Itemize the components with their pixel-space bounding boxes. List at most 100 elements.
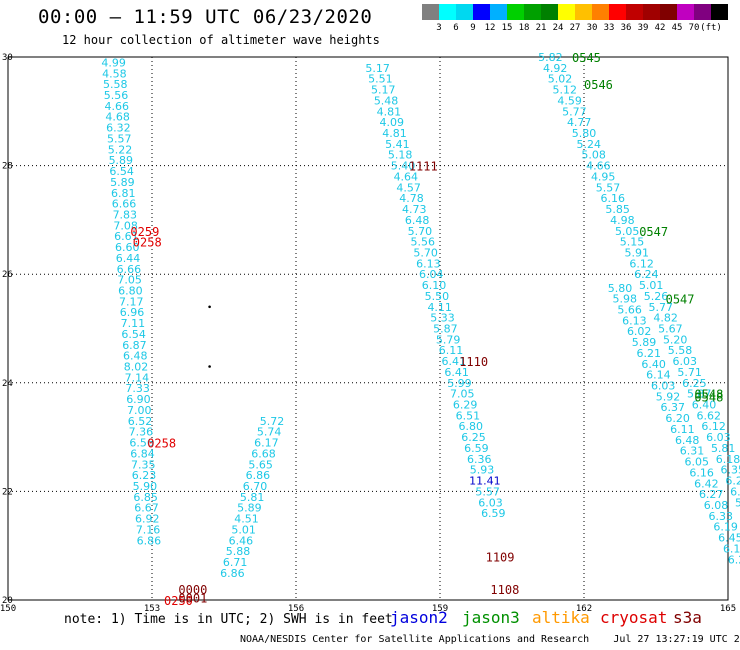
wave-height-value: 5.48 [374,94,399,107]
wave-height-value: 6.25 [461,431,486,444]
wave-height-value: 5.89 [110,176,135,189]
time-label: 0259 [130,225,159,239]
wave-height-value: 5.77 [562,105,587,118]
wave-height-value: 6.03 [673,355,698,368]
wave-height-value: 6.54 [109,165,134,178]
scale-label: 9 [470,23,476,33]
scale-label: 70 [688,23,700,33]
wave-height-value: 4.11 [427,301,452,314]
wave-height-value: 7.33 [125,382,150,395]
wave-height-value: 6.60 [115,241,140,254]
wave-height-value: 7.83 [113,208,138,221]
wave-height-value: 4.09 [379,116,404,129]
wave-height-value: 5.58 [103,78,128,91]
wave-height-value: 5.70 [413,246,438,259]
wave-height-value: 5.81 [240,491,265,504]
wave-height-value: 6.10 [422,279,447,292]
legend-jason3: jason3 [462,608,520,627]
scale-swatch [575,4,592,20]
wave-height-value: 4.99 [101,56,126,69]
chart-title: 00:00 – 11:59 UTC 06/23/2020 [38,6,373,28]
wave-height-value: 4.81 [382,127,407,140]
wave-height-value: 5.71 [677,366,702,379]
wave-height-value: 6.03 [478,496,503,509]
wave-height-value: 6.12 [629,257,654,270]
wave-height-value: 6.31 [680,445,705,458]
y-tick-label: 24 [2,379,13,389]
wave-height-value: 5.87 [687,388,712,401]
wave-height-value: 6.61 [114,230,139,243]
data-point [208,365,211,368]
wave-height-value: 5.58 [668,344,693,357]
scale-swatch [490,4,507,20]
wave-height-value: 5.24 [577,138,602,151]
wave-height-value: 6.59 [481,507,506,520]
wave-height-value: 6.22 [725,475,740,488]
scale-label: 3 [436,23,442,33]
wave-height-value: 4.51 [234,513,259,526]
wave-height-value: 6.33 [709,510,734,523]
wave-height-value: 6.70 [243,480,268,493]
scale-label: 30 [586,23,598,33]
scale-swatch [456,4,473,20]
wave-height-value: 5.56 [411,236,436,249]
wave-height-value: 6.27 [699,488,724,501]
y-tick-label: 20 [2,596,13,606]
wave-height-value: 5.77 [649,301,674,314]
legend-jason2: jason2 [390,608,448,627]
wave-height-value: 7.05 [450,388,475,401]
wave-height-value: 6.59 [464,442,489,455]
y-tick-label: 22 [2,487,13,497]
wave-height-value: 4.64 [394,170,419,183]
scale-label: 36 [620,23,632,33]
time-label: 1111 [409,160,438,174]
wave-height-value: 6.20 [665,412,690,425]
footer-credit: NOAA/NESDIS Center for Satellite Applica… [240,634,740,645]
wave-height-value: 6.21 [637,347,662,360]
y-tick-label: 26 [2,270,13,280]
wave-height-value: 7.11 [121,317,146,330]
wave-height-value: 4.66 [586,160,611,173]
wave-height-value: 5.57 [596,181,621,194]
wave-height-value: 5.26 [644,290,669,303]
x-tick-label: 162 [576,604,592,614]
wave-height-value: 6.12 [701,420,726,433]
wave-height-value: 6.19 [713,521,738,534]
wave-height-value: 6.52 [128,415,153,428]
x-tick-label: 153 [144,604,160,614]
wave-height-value: 11.41 [469,475,501,488]
wave-height-value: 5.89 [109,154,134,167]
time-label: 0546 [584,78,613,92]
time-label: 0545 [572,51,601,65]
wave-height-value: 6.90 [126,393,151,406]
wave-height-value: 6.87 [122,339,147,352]
wave-height-value: 6.86 [137,534,162,547]
chart-subtitle: 12 hour collection of altimeter wave hei… [62,33,380,47]
wave-height-value: 5.67 [658,323,683,336]
time-label: 0548 [694,388,723,402]
wave-height-value: 6.08 [704,499,729,512]
legend-s3a: s3a [673,608,702,627]
wave-height-value: 6.42 [694,477,719,490]
wave-height-value: 6.14 [646,369,671,382]
time-label: 1110 [459,355,488,369]
wave-height-value: 7.17 [119,295,144,308]
scale-swatch [643,4,660,20]
wave-height-value: 6.18 [716,453,740,466]
scale-swatch [473,4,490,20]
y-tick-label: 30 [2,53,13,63]
wave-height-value: 6.80 [118,284,143,297]
wave-height-value: 5.33 [430,312,455,325]
x-tick-label: 150 [0,604,16,614]
wave-height-value: 4.77 [567,116,592,129]
wave-height-value: 6.96 [120,306,145,319]
scale-label: 6 [453,23,459,33]
wave-height-value: 4.95 [591,170,616,183]
scale-label: 24 [552,23,564,33]
wave-height-value: 5.98 [613,293,638,306]
wave-height-value: 6.84 [130,447,155,460]
wave-height-value: 6.40 [692,399,717,412]
wave-height-value: 6.36 [467,453,492,466]
wave-height-value: 4.82 [653,312,678,325]
wave-height-value: 5.89 [237,502,262,515]
